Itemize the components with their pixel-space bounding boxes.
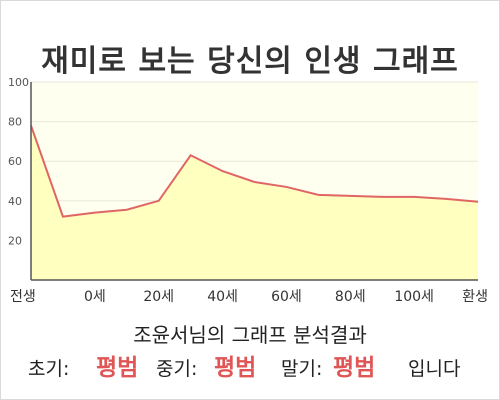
x-tick-label: 80세 — [335, 289, 366, 305]
y-tick-label: 80 — [8, 116, 22, 129]
y-axis-ticks: 20 40 60 80 100 — [8, 76, 29, 247]
series-area — [31, 125, 478, 280]
x-tick-label: 전생 — [10, 289, 36, 305]
series-line — [30, 125, 479, 218]
x-tick-label: 0세 — [84, 289, 106, 305]
y-tick-label: 60 — [8, 155, 22, 168]
result-suffix: 입니다 — [408, 358, 461, 380]
early-verdict: 평범 — [96, 355, 139, 381]
y-tick-label: 20 — [8, 234, 22, 247]
page-title: 재미로 보는 당신의 인생 그래프 — [41, 44, 459, 79]
x-tick-label: 60세 — [271, 289, 302, 305]
axis-layer — [30, 82, 478, 281]
mid-label: 중기: — [156, 358, 198, 380]
early-label: 초기: — [28, 358, 70, 380]
x-tick-label: 100세 — [394, 289, 434, 305]
late-label: 말기: — [281, 358, 323, 380]
x-tick-label: 환생 — [462, 289, 488, 305]
late-verdict: 평범 — [333, 355, 376, 381]
analysis-summary: 조윤서님의 그래프 분석결과 — [133, 323, 367, 347]
mid-verdict: 평범 — [214, 355, 257, 381]
y-tick-label: 40 — [8, 195, 22, 208]
y-tick-label: 100 — [8, 76, 29, 89]
x-axis-ticks: 전생 0세 20세 40세 60세 80세 100세 환생 — [10, 289, 488, 305]
x-tick-label: 40세 — [207, 289, 238, 305]
x-tick-label: 20세 — [143, 289, 174, 305]
analysis-result: 초기: 평범 중기: 평범 말기: 평범 입니다 — [0, 346, 500, 381]
